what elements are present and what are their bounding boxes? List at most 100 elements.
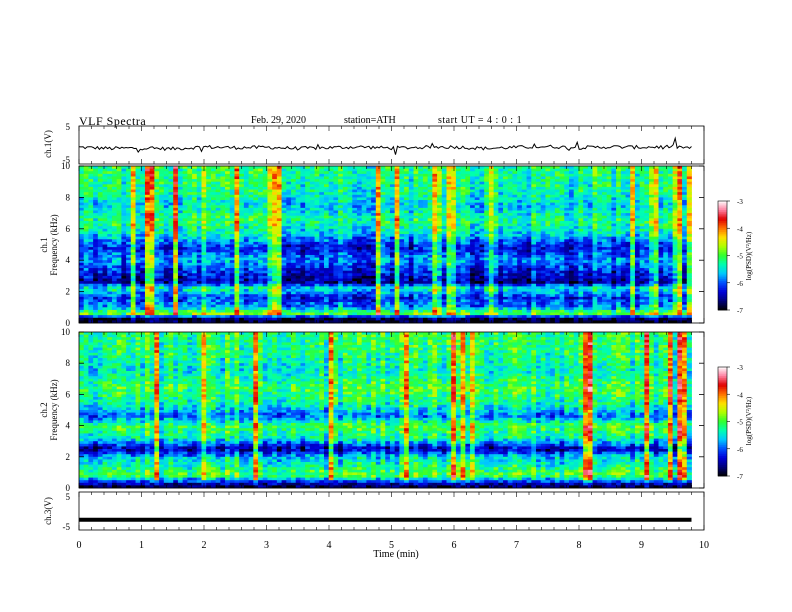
spectrogram-cell — [196, 220, 202, 224]
spectrogram-cell — [324, 252, 330, 256]
spectrogram-cell — [319, 176, 325, 180]
spectrogram-cell — [394, 260, 400, 264]
spectrogram-cell — [305, 249, 311, 253]
spectrogram-cell — [267, 320, 273, 324]
spectrogram-cell — [328, 260, 334, 264]
spectrogram-cell — [225, 309, 231, 313]
spectrogram-cell — [366, 207, 372, 211]
spectrogram-cell — [441, 247, 447, 251]
spectrogram-cell — [295, 315, 301, 319]
spectrogram-cell — [446, 254, 452, 258]
spectrogram-cell — [182, 234, 188, 238]
spectrogram-cell — [102, 218, 108, 222]
spectrogram-cell — [441, 200, 447, 204]
spectrogram-cell — [408, 210, 414, 214]
spectrogram-cell — [126, 179, 132, 183]
spectrogram-cell — [347, 247, 353, 251]
spectrogram-cell — [295, 186, 301, 190]
spectrogram-cell — [432, 296, 438, 300]
spectrogram-cell — [319, 215, 325, 219]
spectrogram-cell — [380, 270, 386, 274]
spectrogram-cell — [83, 220, 89, 224]
spectrogram-cell — [163, 296, 169, 300]
spectrogram-cell — [182, 231, 188, 235]
spectrogram-cell — [215, 317, 221, 321]
spectrogram-cell — [144, 254, 151, 258]
spectrogram-cell — [116, 166, 122, 170]
spectrogram-cell — [107, 288, 113, 292]
spectrogram-cell — [210, 288, 217, 292]
spectrogram-cell — [93, 299, 99, 303]
spectrogram-cell — [107, 260, 113, 264]
spectrogram-cell — [239, 176, 245, 180]
spectrogram-cell — [93, 304, 99, 308]
spectrogram-cell — [102, 171, 108, 175]
spectrogram-cell — [116, 223, 122, 227]
spectrogram-cell — [215, 231, 221, 235]
spectrogram-cell — [446, 220, 452, 224]
spectrogram-cell — [173, 220, 179, 224]
spectrogram-cell — [333, 254, 339, 258]
spectrogram-cell — [149, 249, 155, 253]
spectrogram-cell — [111, 286, 118, 290]
spectrogram-cell — [182, 254, 188, 258]
spectrogram-cell — [371, 309, 377, 313]
spectrogram-cell — [126, 304, 132, 308]
spectrogram-cell — [371, 173, 377, 177]
spectrogram-cell — [272, 307, 278, 311]
spectrogram-cell — [116, 215, 122, 219]
spectrogram-cell — [356, 236, 363, 240]
spectrogram-cell — [272, 228, 278, 232]
spectrogram-cell — [309, 192, 315, 196]
spectrogram-cell — [192, 215, 198, 219]
spectrogram-cell — [192, 192, 198, 196]
spectrogram-cell — [159, 286, 165, 290]
spectrogram-cell — [286, 173, 292, 177]
spectrogram-cell — [366, 218, 372, 222]
spectrogram-cell — [455, 312, 462, 316]
spectrogram-cell — [93, 270, 99, 274]
spectrogram-cell — [281, 210, 287, 214]
spectrogram-cell — [451, 278, 457, 282]
spectrogram-cell — [333, 273, 339, 277]
spectrogram-cell — [83, 223, 89, 227]
spectrogram-cell — [432, 215, 438, 219]
spectrogram-cell — [446, 228, 452, 232]
spectrogram-cell — [239, 244, 245, 248]
spectrogram-cell — [356, 186, 363, 190]
spectrogram-cell — [394, 168, 400, 172]
spectrogram-cell — [422, 273, 429, 277]
spectrogram-cell — [422, 197, 429, 201]
spectrogram-cell — [182, 288, 188, 292]
spectrogram-cell — [460, 200, 466, 204]
spectrogram-cell — [107, 186, 113, 190]
spectrogram-cell — [93, 288, 99, 292]
spectrogram-cell — [418, 286, 424, 290]
spectrogram-cell — [413, 294, 419, 298]
spectrogram-cell — [333, 218, 339, 222]
spectrogram-cell — [154, 247, 160, 251]
spectrogram-cell — [408, 286, 414, 290]
spectrogram-cell — [206, 176, 212, 180]
spectrogram-cell — [135, 171, 141, 175]
spectrogram-cell — [324, 278, 330, 282]
spectrogram-cell — [324, 273, 330, 277]
spectrogram-cell — [234, 226, 240, 230]
spectrogram-cell — [258, 184, 264, 188]
spectrogram-cell — [441, 231, 447, 235]
spectrogram-cell — [413, 315, 419, 319]
spectrogram-cell — [215, 236, 221, 240]
spectrogram-cell — [361, 184, 367, 188]
spectrogram-cell — [225, 236, 231, 240]
spectrogram-cell — [404, 223, 410, 227]
spectrogram-cell — [173, 304, 179, 308]
spectrogram-cell — [305, 234, 311, 238]
spectrogram-cell — [192, 262, 198, 266]
spectrogram-cell — [177, 194, 184, 198]
spectrogram-cell — [437, 320, 443, 324]
spectrogram-cell — [319, 265, 325, 269]
spectrogram-cell — [342, 239, 348, 243]
spectrogram-cell — [366, 247, 372, 251]
spectrogram-cell — [102, 299, 108, 303]
spectrogram-cell — [130, 218, 136, 222]
